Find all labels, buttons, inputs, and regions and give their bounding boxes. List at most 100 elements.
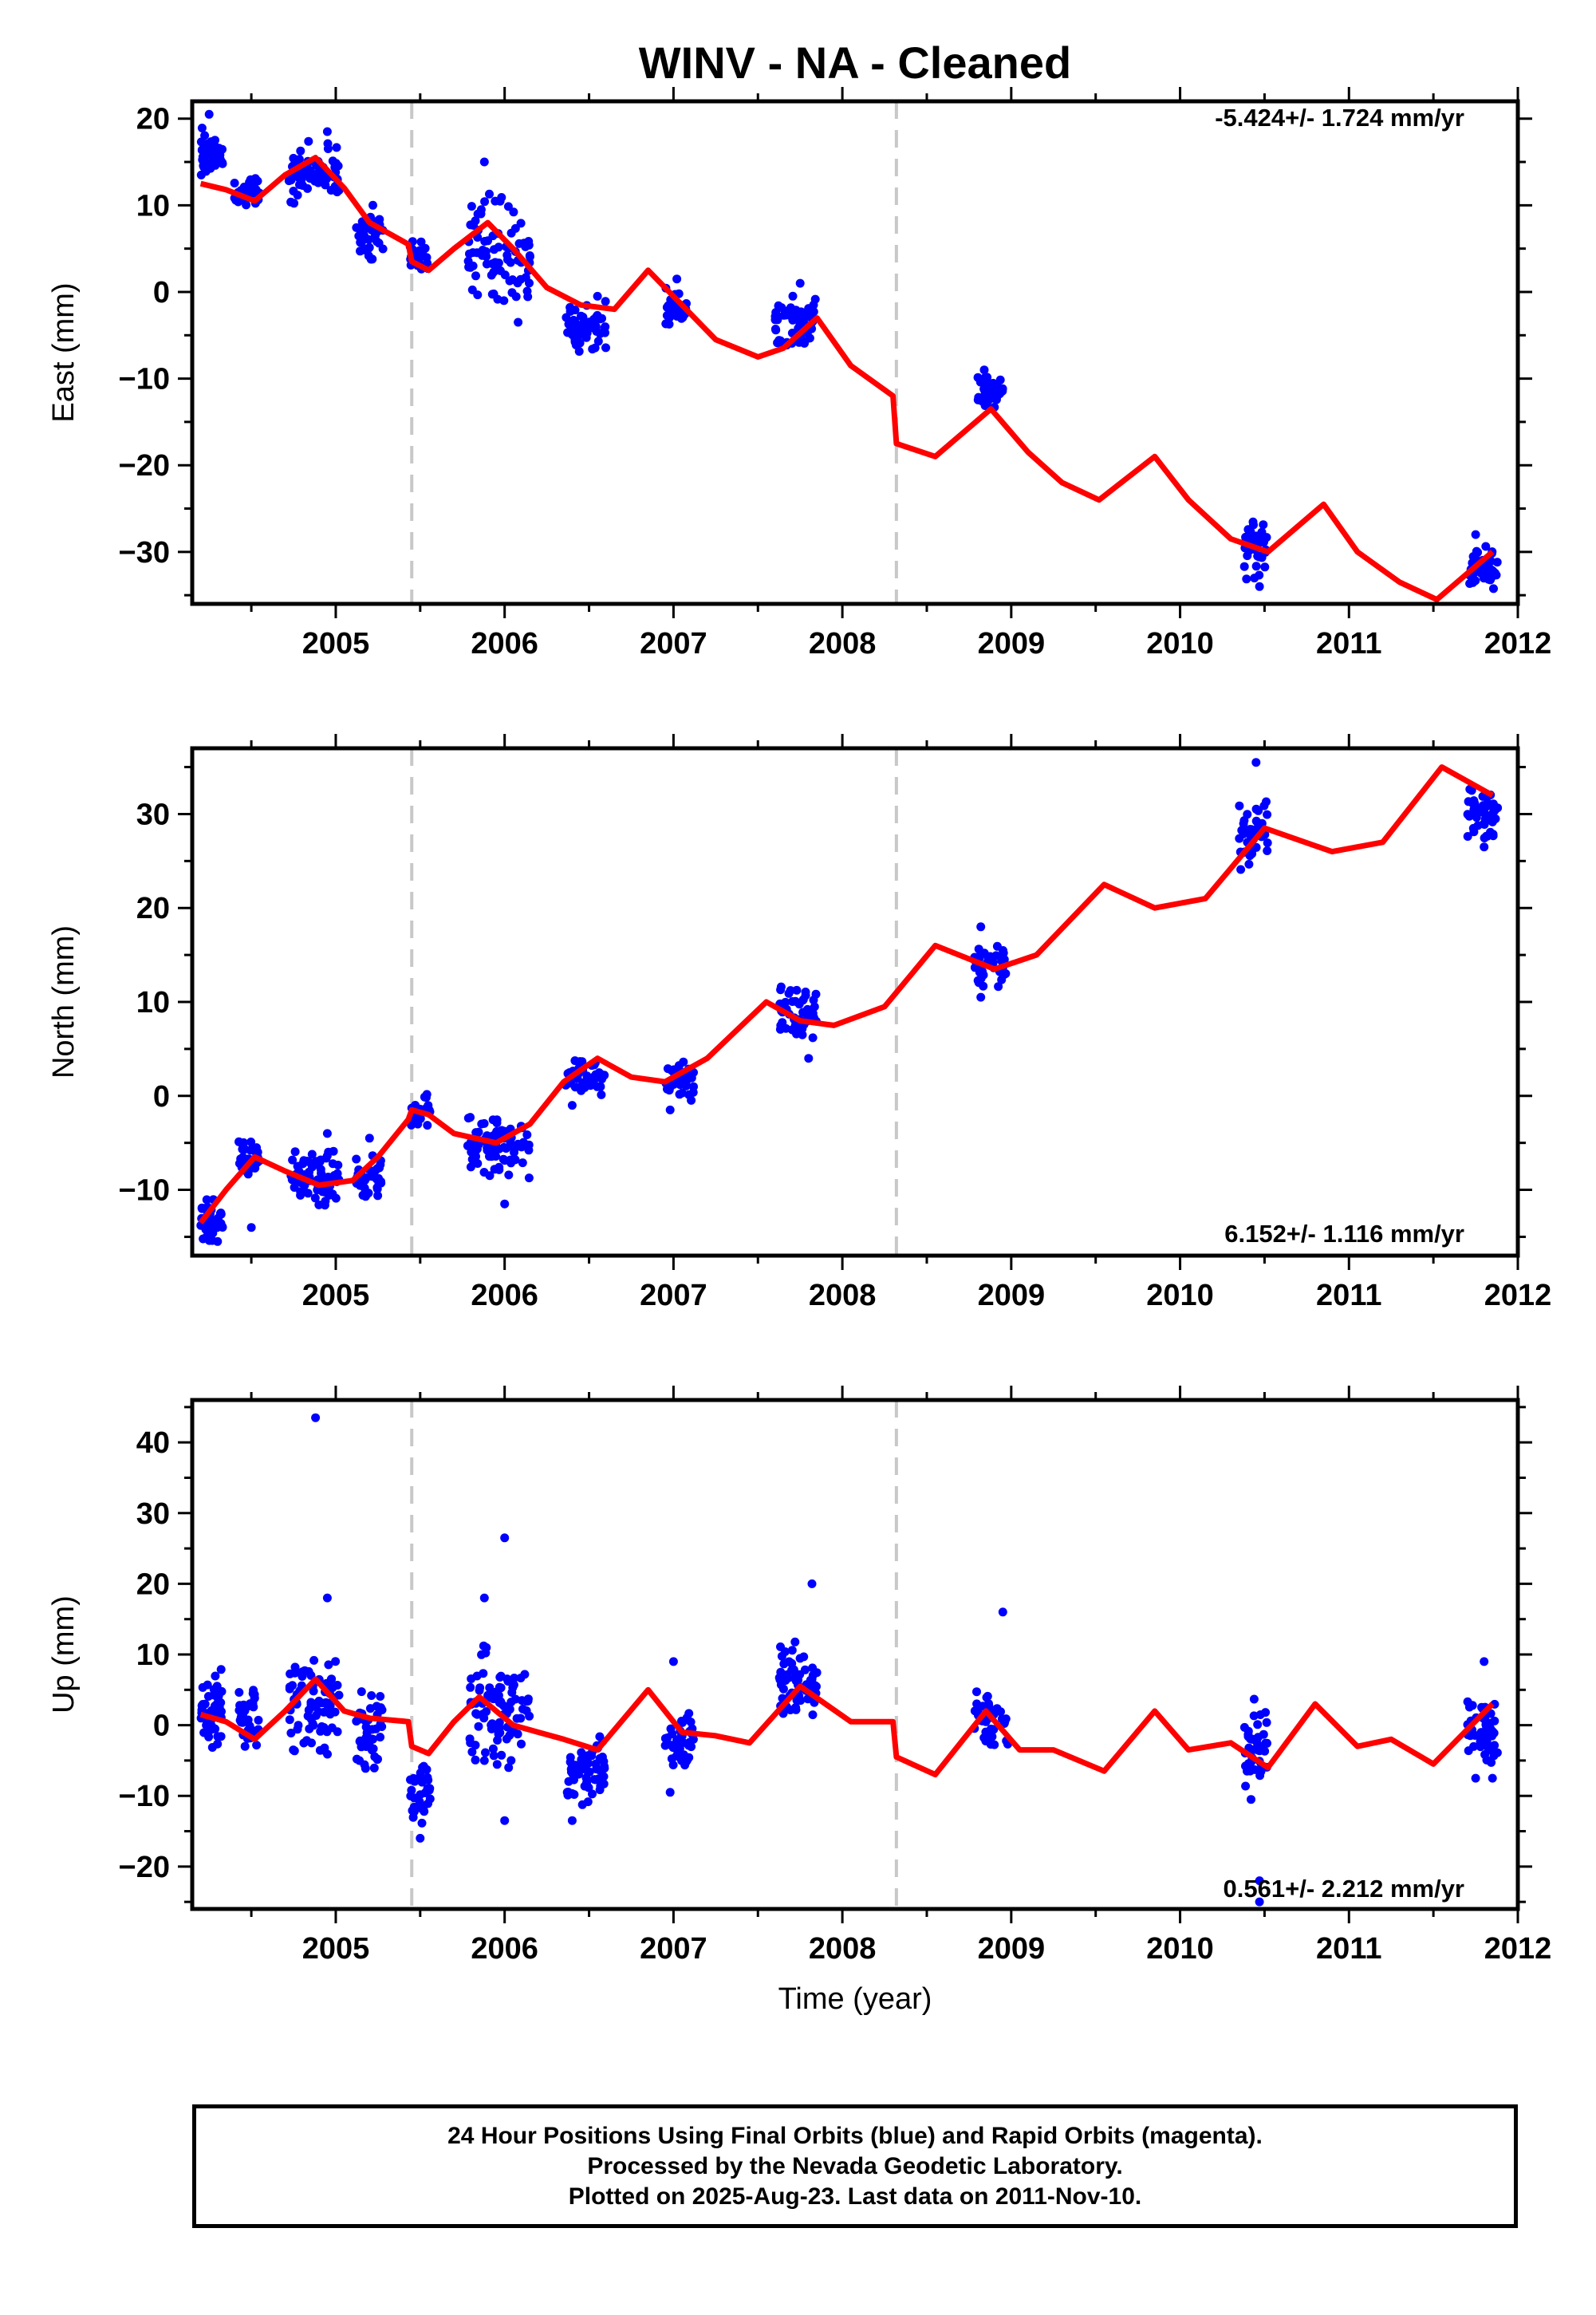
data-point	[1480, 842, 1489, 852]
data-point	[377, 1722, 387, 1731]
data-point	[211, 1724, 220, 1733]
data-point	[198, 1700, 207, 1709]
y-tick-label: 20	[136, 892, 170, 925]
data-point	[1465, 784, 1475, 794]
data-point	[789, 1665, 798, 1674]
data-point	[788, 291, 798, 301]
data-point	[303, 1189, 313, 1198]
data-point	[488, 1115, 498, 1125]
data-point	[592, 1765, 601, 1774]
y-axis-label: East (mm)	[47, 282, 81, 422]
data-point	[368, 1744, 378, 1753]
data-point	[286, 1729, 296, 1737]
data-point	[600, 1761, 609, 1771]
data-point	[216, 1209, 226, 1219]
data-point	[1260, 562, 1270, 572]
data-point	[249, 186, 258, 195]
data-point	[785, 1657, 794, 1666]
data-point	[298, 1672, 307, 1681]
data-point	[375, 215, 384, 224]
data-point	[509, 1680, 518, 1690]
data-point	[231, 195, 241, 205]
data-point	[372, 1755, 382, 1765]
data-point	[665, 1788, 675, 1797]
x-tick-label: 2010	[1146, 1932, 1214, 1966]
data-point	[320, 1745, 329, 1755]
data-point	[238, 1142, 248, 1150]
caption-box: 24 Hour Positions Using Final Orbits (bl…	[192, 2104, 1518, 2228]
data-point	[563, 1790, 573, 1800]
data-point	[497, 1750, 506, 1760]
data-point	[288, 1681, 298, 1690]
data-point	[495, 1673, 505, 1682]
data-point	[1469, 1741, 1479, 1751]
data-point	[1239, 562, 1249, 571]
data-point	[495, 1162, 504, 1172]
x-tick-label: 2008	[809, 627, 877, 661]
data-point	[674, 1061, 684, 1071]
data-point	[675, 1090, 684, 1099]
data-point	[196, 137, 206, 147]
x-tick-label: 2011	[1316, 627, 1381, 661]
data-point	[410, 1777, 420, 1786]
data-point	[599, 1772, 609, 1781]
data-point	[290, 1147, 300, 1157]
data-point	[204, 109, 214, 119]
data-point	[357, 1687, 366, 1697]
data-point	[324, 1190, 333, 1200]
data-point	[796, 1696, 806, 1706]
data-point	[376, 1703, 385, 1713]
data-point	[479, 1593, 489, 1603]
data-point	[322, 1699, 332, 1709]
data-point	[1263, 838, 1272, 848]
data-point	[524, 1173, 534, 1183]
data-point	[246, 1223, 256, 1232]
data-point	[500, 1533, 510, 1543]
y-tick-label: −10	[119, 363, 170, 396]
data-point	[1255, 1897, 1264, 1907]
data-point	[331, 1657, 341, 1666]
data-point	[666, 1082, 676, 1091]
data-point	[481, 1748, 490, 1757]
data-point	[374, 239, 384, 248]
data-point	[246, 1138, 256, 1146]
data-point	[495, 1718, 504, 1727]
axes-frame	[190, 1398, 1520, 1911]
data-point	[474, 1127, 483, 1137]
data-point	[514, 317, 523, 327]
north-panel: 2005 2006 2007 2008 2009 2010 2011 20123020100−…	[47, 734, 1551, 1312]
data-point	[479, 1714, 489, 1723]
data-point	[776, 985, 786, 995]
data-point	[368, 200, 377, 210]
data-point	[290, 1662, 300, 1672]
data-point	[1255, 1710, 1265, 1719]
y-tick-label: −30	[119, 536, 170, 570]
data-point	[1479, 807, 1488, 817]
data-point	[1251, 562, 1261, 571]
data-point	[490, 245, 499, 254]
data-point	[416, 237, 426, 246]
data-point	[1492, 558, 1502, 567]
data-point	[1485, 567, 1495, 577]
data-point	[999, 948, 1008, 958]
data-point	[804, 1054, 814, 1063]
data-point	[467, 1747, 477, 1757]
data-point	[480, 197, 490, 207]
data-point	[1244, 859, 1254, 869]
data-point	[565, 306, 575, 316]
data-point	[987, 1732, 997, 1741]
x-tick-label: 2007	[640, 627, 707, 661]
data-point	[240, 1741, 250, 1751]
data-point	[525, 278, 534, 288]
data-point	[473, 209, 483, 219]
data-point	[976, 992, 986, 1002]
data-point	[250, 1694, 259, 1703]
data-point	[1263, 810, 1272, 819]
data-point	[524, 237, 534, 246]
data-point	[230, 179, 239, 187]
data-point	[1488, 831, 1498, 841]
data-point	[420, 1789, 430, 1797]
data-point	[376, 1733, 385, 1742]
data-point	[471, 1709, 481, 1718]
